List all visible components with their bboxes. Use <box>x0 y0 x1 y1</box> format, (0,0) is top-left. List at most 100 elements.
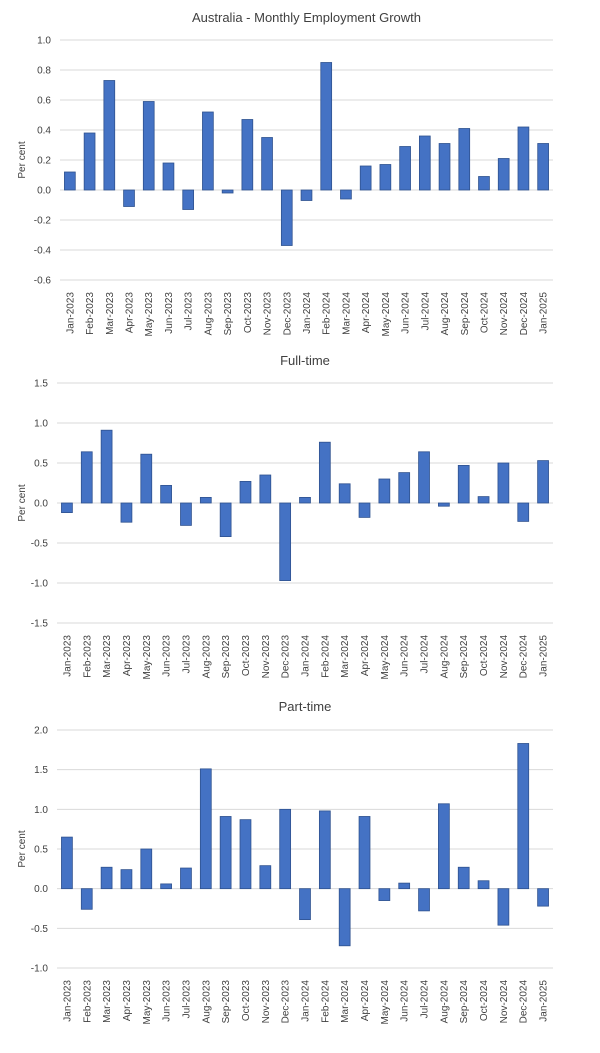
fulltime-x-tick-label: Oct-2024 <box>479 635 490 677</box>
total-x-tick-label: Apr-2023 <box>125 292 136 334</box>
fulltime-bar <box>61 502 73 514</box>
fulltime-x-tick-label: Jun-2024 <box>400 635 411 677</box>
parttime-y-tick-label: 1.5 <box>34 765 48 776</box>
parttime-x-tick-label: Sep-2024 <box>459 980 470 1024</box>
parttime-x-tick-label: Aug-2024 <box>439 980 450 1024</box>
parttime-bar <box>279 808 292 890</box>
fulltime-bar <box>358 502 371 518</box>
fulltime-x-tick-label: Jan-2025 <box>539 635 550 677</box>
parttime-y-tick-label: -1.0 <box>31 964 49 975</box>
parttime-bar <box>378 888 391 901</box>
parttime-bar <box>517 743 530 890</box>
parttime-x-tick-label: Oct-2023 <box>241 980 252 1022</box>
fulltime-x-tick-label: Apr-2023 <box>122 635 133 677</box>
total-x-tick-label: Jan-2024 <box>302 292 313 334</box>
fulltime-bar <box>259 474 272 504</box>
total-x-tick-label: Sep-2024 <box>460 292 471 336</box>
fulltime-bar <box>160 484 172 504</box>
fulltime-bar <box>497 462 510 504</box>
total-x-tick-label: Sep-2023 <box>223 292 234 336</box>
total-bar <box>261 137 273 191</box>
parttime-x-tick-label: Dec-2024 <box>519 980 530 1024</box>
parttime-x-tick-label: Mar-2024 <box>340 980 351 1023</box>
fulltime-chart-title: Full-time <box>280 353 330 368</box>
parttime-x-tick-label: Jan-2025 <box>539 980 550 1022</box>
fulltime-bar <box>239 480 252 504</box>
parttime-bar <box>318 810 331 890</box>
fulltime-x-tick-label: Sep-2023 <box>221 635 232 679</box>
parttime-bar <box>477 880 490 890</box>
parttime-x-tick-label: Aug-2023 <box>201 980 212 1024</box>
parttime-x-tick-label: Nov-2024 <box>499 980 510 1024</box>
fulltime-bar <box>338 483 351 504</box>
fulltime-x-tick-label: Sep-2024 <box>459 635 470 679</box>
fulltime-bar <box>537 460 549 504</box>
fulltime-y-tick-label: -1.5 <box>31 619 49 630</box>
total-x-tick-label: Feb-2024 <box>322 292 333 335</box>
fulltime-bar <box>80 451 93 504</box>
parttime-bar <box>140 848 153 890</box>
total-bar <box>103 80 116 191</box>
total-bar <box>418 135 431 191</box>
parttime-y-tick-label: 0.5 <box>34 845 48 856</box>
parttime-bar <box>180 867 192 890</box>
fulltime-x-tick-label: Aug-2024 <box>439 635 450 679</box>
parttime-bar <box>358 816 371 890</box>
parttime-y-tick-label: 2.0 <box>34 726 48 737</box>
total-x-tick-label: May-2024 <box>381 292 392 337</box>
parttime-bar <box>418 888 430 912</box>
total-bar <box>458 128 471 191</box>
parttime-x-tick-label: Apr-2024 <box>360 980 371 1022</box>
fulltime-x-tick-label: Jan-2024 <box>301 635 312 677</box>
parttime-x-tick-label: Jan-2024 <box>301 980 312 1022</box>
fulltime-bar <box>438 502 450 507</box>
fulltime-bar <box>279 502 292 581</box>
fulltime-x-tick-label: Jul-2023 <box>181 635 192 674</box>
total-bar <box>83 132 96 191</box>
total-x-tick-label: Nov-2023 <box>263 292 274 336</box>
total-bar <box>478 176 490 191</box>
fulltime-bar <box>299 496 311 504</box>
fulltime-bar <box>199 496 212 504</box>
fulltime-x-tick-label: Jul-2024 <box>420 635 431 674</box>
total-y-tick-label: -0.2 <box>34 216 52 227</box>
fulltime-x-tick-label: Aug-2023 <box>201 635 212 679</box>
parttime-x-tick-label: Jun-2023 <box>162 980 173 1022</box>
total-x-tick-label: Jun-2024 <box>401 292 412 334</box>
parttime-bar <box>61 836 73 890</box>
total-x-tick-label: Dec-2024 <box>519 292 530 336</box>
parttime-x-tick-label: Jul-2024 <box>420 980 431 1019</box>
fulltime-x-tick-label: May-2024 <box>380 635 391 680</box>
total-bar <box>497 158 510 191</box>
parttime-bar <box>120 869 133 890</box>
fulltime-bar <box>140 453 153 504</box>
parttime-bar <box>219 816 232 890</box>
fulltime-y-tick-label: 0.5 <box>34 459 48 470</box>
fulltime-bar <box>219 502 232 537</box>
parttime-x-tick-label: Feb-2024 <box>320 980 331 1023</box>
fulltime-bar <box>180 502 192 526</box>
fulltime-x-tick-label: Oct-2023 <box>241 635 252 677</box>
total-bar <box>221 189 234 194</box>
total-x-tick-label: Nov-2024 <box>499 292 510 336</box>
total-x-tick-label: May-2023 <box>144 292 155 337</box>
part-time-chart: Part-time 2.0 1.5 1.0 0.5 0.0 -0.5 -1.0 Per cent… <box>17 699 553 1025</box>
fulltime-x-tick-label: Dec-2024 <box>519 635 530 679</box>
total-y-tick-label: 0.8 <box>37 66 51 77</box>
fulltime-bar <box>120 502 133 523</box>
fulltime-bar <box>378 478 391 504</box>
total-x-tick-label: Jul-2024 <box>420 292 431 331</box>
total-bar <box>241 119 254 191</box>
total-bar <box>320 62 333 191</box>
total-x-tick-label: Mar-2024 <box>341 292 352 335</box>
parttime-bar <box>160 883 172 890</box>
parttime-x-tick-label: Jan-2023 <box>62 980 73 1022</box>
parttime-bar <box>299 888 311 921</box>
parttime-x-tick-label: Apr-2023 <box>122 980 133 1022</box>
fulltime-y-tick-label: -0.5 <box>31 539 49 550</box>
fulltime-x-tick-label: Dec-2023 <box>281 635 292 679</box>
total-bar <box>300 189 313 201</box>
fulltime-x-tick-label: Apr-2024 <box>360 635 371 677</box>
parttime-x-tick-label: May-2023 <box>142 980 153 1025</box>
total-x-tick-label: Apr-2024 <box>361 292 372 334</box>
